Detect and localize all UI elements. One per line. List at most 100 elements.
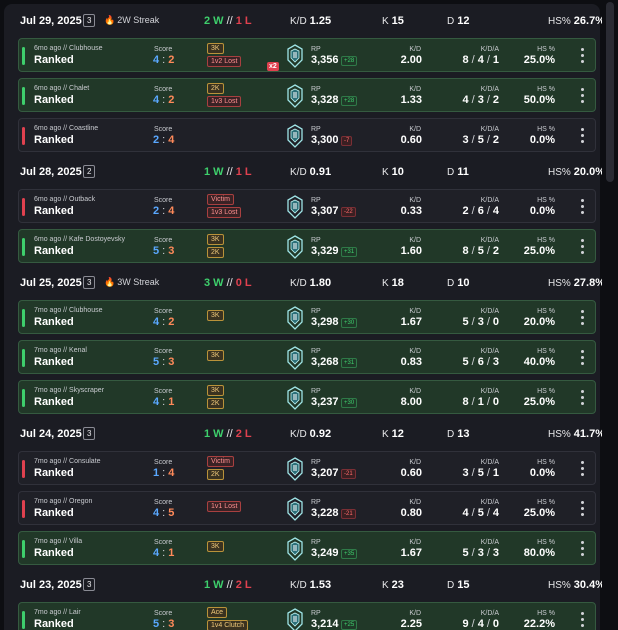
match-hs: 25.0%	[523, 507, 555, 519]
day-header: Jul 23, 2025 3 1 W//2 L K/D 1.53 K 23 D 15 HS% 30.…	[20, 574, 605, 598]
kd-label: K/D	[409, 86, 421, 93]
hs-label: HS %	[537, 539, 555, 546]
match-kda: 4/3/2	[463, 94, 500, 106]
dot	[581, 60, 584, 63]
day-losses: 2 L	[235, 428, 252, 440]
more-options-icon[interactable]	[581, 48, 585, 64]
more-options-icon[interactable]	[581, 612, 585, 628]
match-tag: Victim	[207, 194, 234, 205]
rank-icon	[287, 497, 303, 521]
enemy-score: 1	[168, 547, 175, 559]
hs-label: HS %	[537, 388, 555, 395]
hs-label: HS %	[537, 237, 555, 244]
rank-icon	[287, 124, 303, 148]
match-tags: 3K 2K	[207, 385, 287, 411]
match-tag: 3K	[207, 350, 224, 361]
hs-label: HS %	[537, 308, 555, 315]
deaths: 3	[477, 94, 484, 106]
rp-label: RP	[311, 237, 321, 244]
slash: /	[486, 205, 490, 217]
match-tags: Victim 2K	[207, 456, 287, 482]
match-tags	[207, 123, 287, 149]
match-kd: 1.33	[400, 94, 422, 106]
rank-icon	[287, 537, 303, 561]
kda-label: K/D/A	[480, 197, 499, 204]
match-mode: Ranked	[34, 507, 74, 519]
score-label: Score	[154, 459, 173, 466]
match-rp: 3,237	[311, 396, 339, 408]
match-rp: 3,207	[311, 467, 339, 479]
match-tags: 3K	[207, 305, 287, 331]
assists: 1	[492, 54, 499, 66]
match-row[interactable]: 6mo ago // Coastline Ranked Score 2:4 RP 3,30…	[18, 118, 596, 152]
stat-value: 10	[391, 166, 404, 178]
kills: 9	[462, 618, 469, 630]
stat-label: K	[382, 278, 389, 289]
day-kd: K/D 1.53	[290, 579, 331, 591]
match-mode: Ranked	[34, 54, 74, 66]
match-mode: Ranked	[34, 547, 74, 559]
day-match-count: 3	[83, 427, 96, 440]
slash: /	[486, 94, 490, 106]
match-kda: 8/1/0	[463, 396, 500, 408]
match-score: 5:3	[153, 356, 174, 368]
hs-label: HS %	[537, 126, 555, 133]
match-row[interactable]: 7mo ago // Lair Ranked Score 5:3 Ace 1v4 Clut…	[18, 602, 596, 630]
dot	[581, 94, 584, 97]
dot	[581, 239, 584, 242]
day-wins: 1 W	[204, 428, 224, 440]
match-row[interactable]: 7mo ago // Oregon Ranked Score 4:5 1v1 Lost R…	[18, 491, 596, 525]
more-options-icon[interactable]	[581, 461, 585, 477]
match-kda: 3/5/2	[463, 134, 500, 146]
scrollbar-thumb[interactable]	[606, 2, 614, 182]
more-options-icon[interactable]	[581, 541, 585, 557]
match-row[interactable]: 7mo ago // Skyscraper Ranked Score 4:1 3K 2K R…	[18, 380, 596, 414]
match-row[interactable]: 6mo ago // Outback Ranked Score 2:4 Victim 1v…	[18, 189, 596, 223]
match-rp: 3,298	[311, 316, 339, 328]
match-kda: 2/6/4	[463, 205, 500, 217]
score-label: Score	[154, 46, 173, 53]
more-options-icon[interactable]	[581, 128, 585, 144]
stat-value: 26.7%	[573, 15, 605, 27]
more-options-icon[interactable]	[581, 88, 585, 104]
slash: /	[471, 54, 475, 66]
slash: /	[471, 467, 475, 479]
more-options-icon[interactable]	[581, 310, 585, 326]
match-row[interactable]: 6mo ago // Chalet Ranked Score 4:2 2K 1v3 Los…	[18, 78, 596, 112]
match-row[interactable]: 6mo ago // Clubhouse Ranked Score 4:2 3K 1v2 …	[18, 38, 596, 72]
slash: /	[486, 54, 490, 66]
score-label: Score	[154, 539, 173, 546]
match-row[interactable]: 6mo ago // Kafe Dostoyevsky Ranked Score 5:…	[18, 229, 596, 263]
scrollbar[interactable]	[602, 0, 618, 630]
match-score: 4:5	[153, 507, 174, 519]
match-row[interactable]: 7mo ago // Villa Ranked Score 4:1 3K RP 3,249 +…	[18, 531, 596, 565]
rp-label: RP	[311, 86, 321, 93]
match-rp: 3,328	[311, 94, 339, 106]
match-row[interactable]: 7mo ago // Kenal Ranked Score 5:3 3K RP 3,268 +…	[18, 340, 596, 374]
enemy-score: 3	[168, 245, 175, 257]
match-row[interactable]: 7mo ago // Clubhouse Ranked Score 4:2 3K RP 3,…	[18, 300, 596, 334]
rank-icon	[287, 386, 303, 410]
slash: /	[486, 245, 490, 257]
slash: /	[486, 356, 490, 368]
match-row[interactable]: 7mo ago // Consulate Ranked Score 1:4 Victim…	[18, 451, 596, 485]
match-score: 4:2	[153, 316, 174, 328]
result-indicator	[22, 611, 25, 629]
deaths: 3	[477, 316, 484, 328]
match-score: 4:1	[153, 547, 174, 559]
rp-label: RP	[311, 388, 321, 395]
match-hs: 80.0%	[523, 547, 555, 559]
score-label: Score	[154, 86, 173, 93]
day-win-loss: 3 W//0 L	[204, 277, 252, 289]
separator: //	[226, 579, 233, 591]
day-date: Jul 23, 2025	[20, 579, 82, 591]
more-options-icon[interactable]	[581, 501, 585, 517]
team-score: 4	[153, 547, 160, 559]
more-options-icon[interactable]	[581, 390, 585, 406]
more-options-icon[interactable]	[581, 350, 585, 366]
day-win-loss: 1 W//2 L	[204, 579, 252, 591]
more-options-icon[interactable]	[581, 199, 585, 215]
more-options-icon[interactable]	[581, 239, 585, 255]
rp-delta: +30	[341, 318, 358, 328]
rp-delta: -21	[341, 509, 356, 519]
